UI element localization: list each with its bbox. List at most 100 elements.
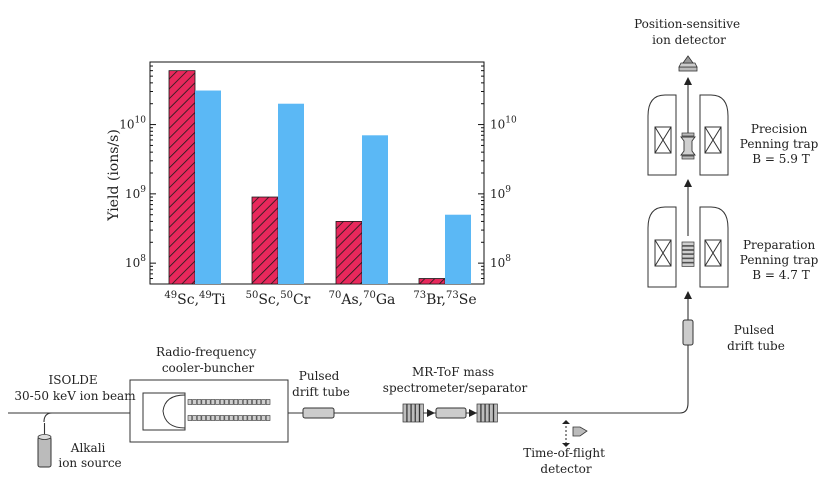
y-tick-label-right: 108 bbox=[490, 254, 511, 270]
prec-endcap-bottom bbox=[681, 155, 695, 160]
bar-hatched-2 bbox=[251, 196, 279, 285]
mr-tof-mirror-electrode bbox=[415, 403, 420, 423]
bars-group bbox=[168, 70, 471, 285]
x-tick-label-2: 50Sc,50Cr bbox=[246, 290, 311, 308]
y-axis-label: Yield (ions/s) bbox=[106, 129, 122, 222]
rfq-rod-segment bbox=[196, 399, 202, 405]
rfq-rod-segment bbox=[229, 399, 234, 405]
psd-tip bbox=[682, 55, 694, 64]
rfq-rod-segment bbox=[215, 415, 220, 421]
tick-exponent: 8 bbox=[505, 254, 511, 264]
rfq-rod-segment bbox=[242, 415, 248, 421]
diagram-labels: ISOLDE 30-50 keV ion beam Alkali ion sou… bbox=[14, 17, 822, 476]
rfq-electrode-box bbox=[142, 392, 186, 431]
prep-coil-right-cross bbox=[704, 239, 722, 267]
mr-tof-mirror-electrode bbox=[419, 403, 424, 423]
rfq-rod-segment bbox=[187, 415, 193, 421]
mr-tof-device bbox=[402, 403, 498, 423]
bar-solid-4 bbox=[445, 214, 471, 284]
y-tick-label-left: 109 bbox=[125, 185, 146, 201]
x-tick-label-3: 70As,70Ga bbox=[329, 290, 396, 308]
x-tick-label-4: 73Br,73Se bbox=[413, 290, 476, 308]
rfq-label: Radio-frequency cooler-buncher bbox=[156, 345, 260, 375]
element-symbol: Ga bbox=[376, 292, 396, 308]
psd-label: Position-sensitive ion detector bbox=[634, 17, 744, 47]
rfq-rod-segment bbox=[187, 399, 193, 405]
position-sensitive-detector bbox=[678, 55, 698, 72]
alkali-source-label: Alkali ion source bbox=[58, 441, 121, 470]
rfq-rod-segment bbox=[201, 415, 206, 421]
rfq-rods bbox=[187, 399, 271, 421]
rfq-rod-segment bbox=[233, 415, 239, 421]
element-symbol: Ti bbox=[212, 292, 226, 308]
y-tick-label-left: 108 bbox=[125, 254, 146, 270]
rfq-rod-segment bbox=[238, 399, 243, 405]
rfq-rod-segment bbox=[210, 415, 216, 421]
tick-exponent: 9 bbox=[505, 185, 511, 195]
tof-arrow-down bbox=[562, 443, 570, 447]
rfq-rod-segment bbox=[256, 415, 262, 421]
tof-detector-label: Time-of-flight detector bbox=[523, 446, 609, 476]
rfq-rod-segment bbox=[224, 415, 229, 421]
rfq-rod-segment bbox=[261, 415, 266, 421]
bar-hatched-3 bbox=[335, 221, 363, 285]
preparation-penning-trap bbox=[647, 206, 729, 288]
tick-exponent: 9 bbox=[140, 185, 146, 195]
prec-endcap-top bbox=[681, 132, 695, 137]
element-symbol: Se bbox=[459, 292, 477, 308]
tof-arrow-up bbox=[562, 420, 570, 424]
prep-electrode bbox=[681, 250, 695, 255]
mass-number: 50 bbox=[280, 290, 293, 301]
rfq-rod-segment bbox=[201, 399, 206, 405]
tick-exponent: 10 bbox=[135, 116, 147, 126]
y-tick-label-right: 109 bbox=[490, 185, 511, 201]
alkali-source-top bbox=[37, 434, 52, 440]
mr-tof-mirror-electrode bbox=[402, 403, 407, 423]
prep-coil-left-cross bbox=[654, 239, 672, 267]
rfq-rod-segment bbox=[210, 399, 216, 405]
tick-exponent: 8 bbox=[140, 254, 146, 264]
psd-base bbox=[678, 66, 698, 72]
tick-exponent: 10 bbox=[505, 116, 517, 126]
element-symbol: Br, bbox=[426, 292, 446, 308]
y-tick-label-right: 1010 bbox=[490, 116, 517, 132]
element-symbol: Sc, bbox=[258, 292, 280, 308]
isolde-label: ISOLDE 30-50 keV ion beam bbox=[14, 373, 136, 403]
mr-tof-drift-tube bbox=[435, 407, 467, 419]
prec-hyperbolic-electrodes bbox=[680, 136, 696, 156]
mr-tof-mirror-electrode bbox=[493, 403, 498, 423]
alkali-ion-source bbox=[37, 436, 52, 468]
rfq-rod-segment bbox=[252, 415, 257, 421]
tick-base: 10 bbox=[119, 118, 134, 132]
rfq-rod-segment bbox=[192, 415, 197, 421]
rfq-rod-segment bbox=[242, 399, 248, 405]
prep-electrode bbox=[681, 254, 695, 259]
rfq-rod-segment bbox=[206, 415, 211, 421]
prec-trap-label: Precision Penning trap B = 5.9 T bbox=[740, 122, 822, 166]
element-symbol: As, bbox=[340, 292, 363, 308]
element-symbol: Cr bbox=[293, 292, 311, 308]
rfq-rod-segment bbox=[261, 399, 266, 405]
element-symbol: Sc, bbox=[177, 292, 199, 308]
drift-tube-2-label: Pulsed drift tube bbox=[727, 323, 785, 353]
x-tick-labels-group: 49Sc,49Ti 50Sc,50Cr 70As,70Ga 73Br,73Se bbox=[164, 290, 476, 308]
pulsed-drift-tube-2 bbox=[682, 319, 694, 346]
rfq-rod-segment bbox=[247, 399, 252, 405]
rfq-rod-segment bbox=[219, 399, 225, 405]
mass-number: 73 bbox=[413, 290, 426, 301]
precision-penning-trap bbox=[647, 94, 729, 176]
mr-tof-mirror-electrode bbox=[411, 403, 416, 423]
prec-coil-right-cross bbox=[704, 126, 722, 154]
y-tick-label-left: 1010 bbox=[119, 116, 146, 132]
rfq-rod-segment bbox=[238, 415, 243, 421]
bar-solid-2 bbox=[278, 103, 304, 284]
rfq-rod-segment bbox=[192, 399, 197, 405]
mr-tof-mirror-electrode bbox=[480, 403, 486, 423]
rfq-rod-segment bbox=[219, 415, 225, 421]
drift-tube-1-label: Pulsed drift tube bbox=[292, 369, 350, 399]
tick-base: 10 bbox=[125, 187, 140, 201]
bar-hatched-1 bbox=[168, 70, 196, 285]
bar-solid-1 bbox=[195, 90, 221, 285]
